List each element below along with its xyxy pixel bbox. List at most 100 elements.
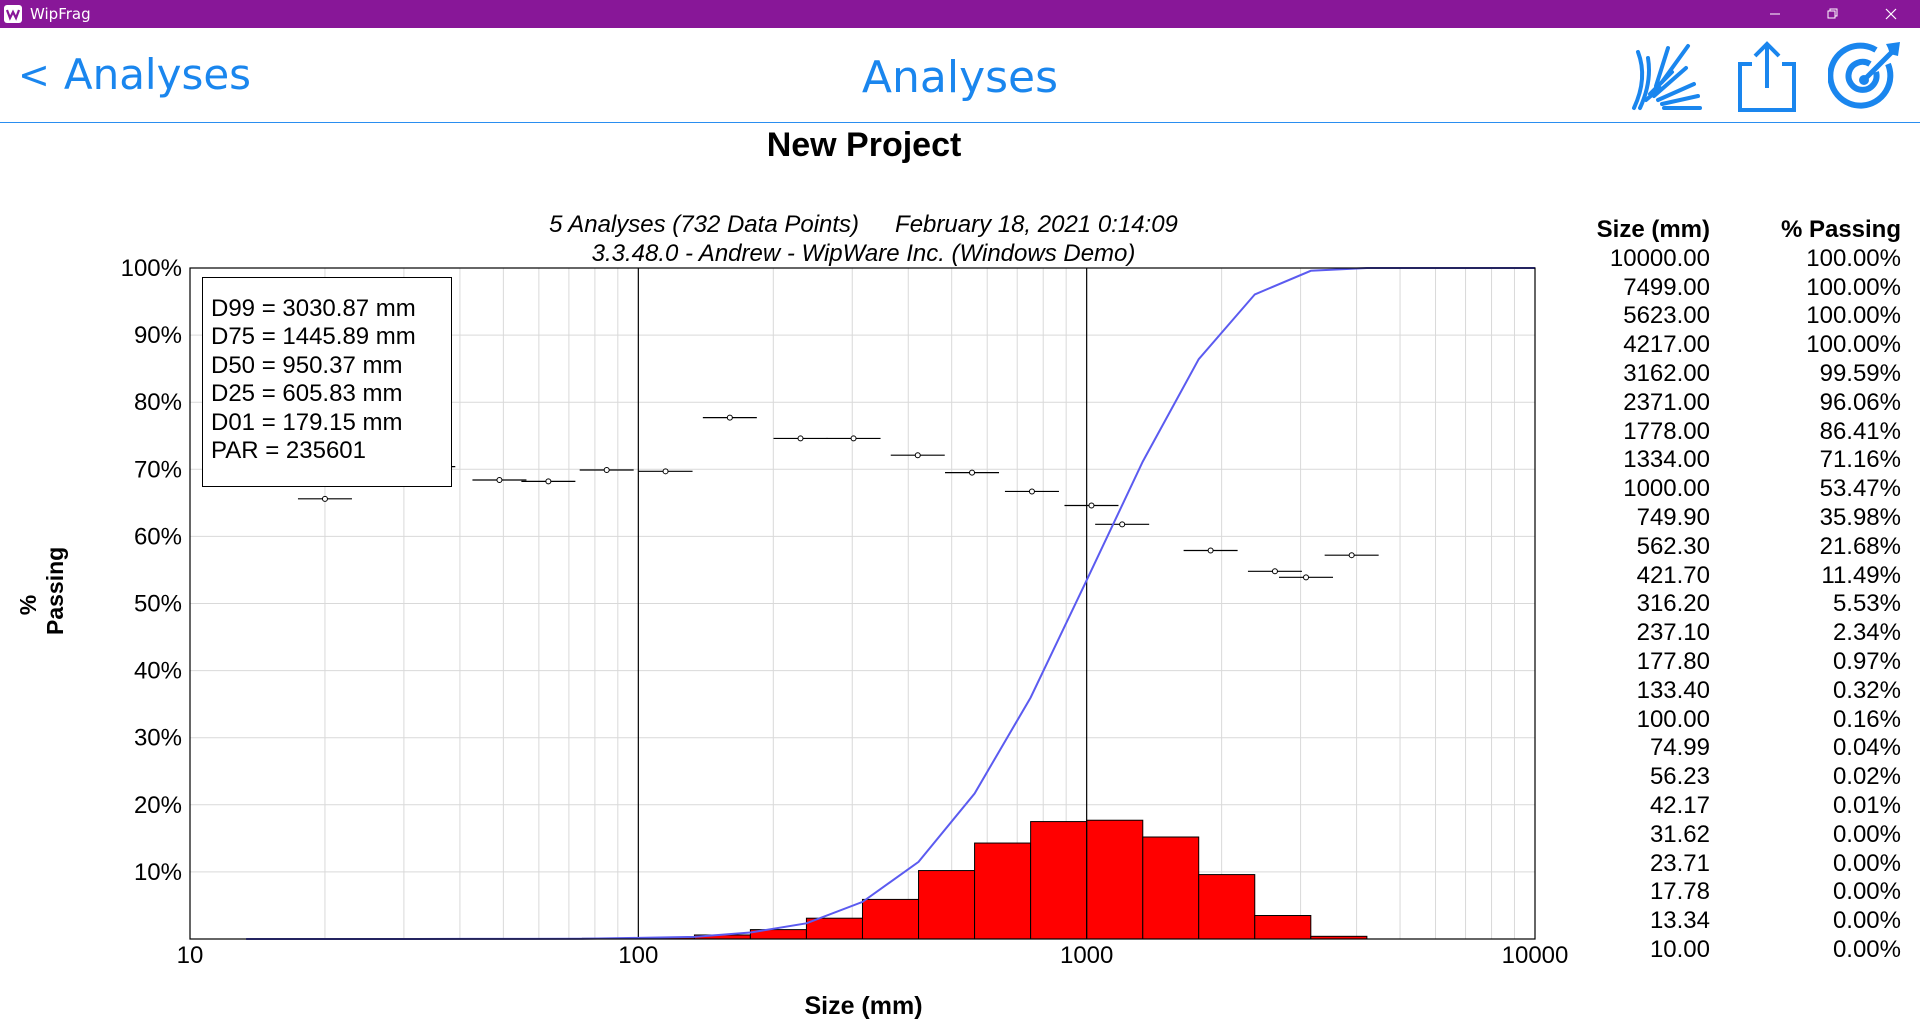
cell-size: 31.62 bbox=[1649, 820, 1710, 848]
histogram-bar bbox=[805, 917, 863, 940]
table-row: 10.00 0.00% bbox=[1585, 936, 1905, 965]
cell-size: 562.30 bbox=[1636, 532, 1710, 560]
table-row: 237.10 2.34% bbox=[1585, 619, 1905, 648]
trend-point bbox=[1348, 552, 1355, 559]
cell-size: 4217.00 bbox=[1623, 331, 1710, 359]
table-row: 100.00 0.16% bbox=[1585, 706, 1905, 735]
cell-passing: 100.00% bbox=[1806, 331, 1901, 359]
cell-passing: 0.97% bbox=[1832, 647, 1901, 675]
cell-passing: 71.16% bbox=[1819, 446, 1901, 474]
analyses-count: 5 Analyses (732 Data Points) bbox=[549, 211, 860, 238]
trend-point bbox=[1088, 502, 1095, 509]
chart-title: New Project bbox=[766, 126, 962, 164]
cell-size: 74.99 bbox=[1649, 734, 1710, 762]
table-row: 31.62 0.00% bbox=[1585, 821, 1905, 850]
cell-size: 23.71 bbox=[1649, 849, 1710, 877]
cell-passing: 11.49% bbox=[1821, 561, 1901, 589]
chevron-left-icon: < bbox=[18, 52, 50, 97]
y-tick-label: 60% bbox=[134, 523, 182, 550]
cell-passing: 0.02% bbox=[1832, 763, 1901, 791]
table-row: 2371.00 96.06% bbox=[1585, 389, 1905, 418]
stat-d50: D50 = 950.37 mm bbox=[211, 351, 403, 379]
cell-size: 56.23 bbox=[1649, 763, 1710, 791]
size-distribution-chart: 10% 20% 30% 40% 50% 60% 70% 80% 90% 100% 10 100 1000… bbox=[121, 255, 1569, 969]
cell-passing: 0.00% bbox=[1832, 849, 1901, 877]
histogram-bar bbox=[918, 870, 976, 940]
y-tick-label: 30% bbox=[134, 725, 182, 752]
cell-passing: 0.04% bbox=[1832, 734, 1901, 762]
trend-point bbox=[850, 435, 857, 442]
cell-size: 7499.00 bbox=[1623, 273, 1710, 301]
minimize-icon bbox=[1770, 13, 1780, 15]
column-header-size: Size (mm) bbox=[1596, 216, 1710, 243]
cell-size: 1778.00 bbox=[1623, 417, 1710, 445]
stat-par: PAR = 235601 bbox=[211, 437, 367, 465]
table-row: 1334.00 71.16% bbox=[1585, 446, 1905, 475]
table-row: 23.71 0.00% bbox=[1585, 850, 1905, 879]
plot-frame bbox=[189, 267, 1536, 940]
histogram-bar bbox=[974, 842, 1032, 940]
stat-d25: D25 = 605.83 mm bbox=[211, 380, 403, 408]
trend-point bbox=[969, 469, 976, 476]
share-icon[interactable] bbox=[1728, 38, 1806, 116]
close-button[interactable] bbox=[1862, 0, 1920, 28]
table-row: 1778.00 86.41% bbox=[1585, 418, 1905, 447]
table-header: Size (mm) % Passing bbox=[1585, 216, 1905, 245]
analysis-date: February 18, 2021 0:14:09 bbox=[895, 211, 1178, 238]
cell-size: 1000.00 bbox=[1623, 475, 1710, 503]
cell-size: 749.90 bbox=[1636, 503, 1710, 531]
trend-point bbox=[662, 468, 669, 475]
minimize-button[interactable] bbox=[1746, 0, 1804, 28]
table-row: 562.30 21.68% bbox=[1585, 533, 1905, 562]
cell-size: 10.00 bbox=[1649, 935, 1710, 963]
cell-passing: 0.00% bbox=[1832, 907, 1901, 935]
cell-passing: 0.00% bbox=[1832, 820, 1901, 848]
cell-size: 177.80 bbox=[1636, 647, 1710, 675]
column-header-passing: % Passing bbox=[1780, 216, 1901, 243]
trend-point bbox=[603, 466, 610, 473]
cell-passing: 0.00% bbox=[1832, 878, 1901, 906]
cell-passing: 100.00% bbox=[1806, 273, 1901, 301]
table-row: 4217.00 100.00% bbox=[1585, 331, 1905, 360]
cell-size: 2371.00 bbox=[1623, 388, 1710, 416]
restore-icon bbox=[1827, 8, 1838, 19]
histogram-bar bbox=[1030, 821, 1088, 940]
histogram-bar bbox=[1254, 915, 1312, 940]
chart-subtitle-line2: 3.3.48.0 - Andrew - WipWare Inc. (Window… bbox=[591, 240, 1136, 267]
back-button[interactable]: < Analyses bbox=[18, 50, 251, 99]
blast-icon[interactable] bbox=[1628, 38, 1706, 116]
trend-point bbox=[914, 452, 921, 459]
y-tick-label: 40% bbox=[134, 658, 182, 685]
app-title: WipFrag bbox=[30, 5, 91, 23]
trend-point bbox=[1207, 547, 1214, 554]
cell-size: 10000.00 bbox=[1609, 244, 1710, 272]
stat-d01: D01 = 179.15 mm bbox=[211, 408, 403, 436]
close-icon bbox=[1885, 8, 1897, 20]
cell-passing: 0.32% bbox=[1832, 676, 1901, 704]
table-row: 421.70 11.49% bbox=[1585, 562, 1905, 591]
cell-passing: 96.06% bbox=[1819, 388, 1901, 416]
trend-point bbox=[496, 477, 503, 484]
y-tick-label: 50% bbox=[134, 591, 182, 618]
y-tick-label: 100% bbox=[121, 255, 182, 282]
restore-button[interactable] bbox=[1804, 0, 1862, 28]
target-icon[interactable] bbox=[1827, 38, 1906, 116]
trend-point bbox=[1119, 521, 1126, 528]
y-tick-label: 70% bbox=[134, 456, 182, 483]
table-row: 5623.00 100.00% bbox=[1585, 302, 1905, 331]
x-tick-label: 10000 bbox=[1502, 942, 1569, 969]
table-row: 316.20 5.53% bbox=[1585, 590, 1905, 619]
histogram-bar bbox=[1142, 836, 1200, 940]
cell-size: 133.40 bbox=[1636, 676, 1710, 704]
y-tick-label: 10% bbox=[134, 859, 182, 886]
y-tick-label: 90% bbox=[134, 322, 182, 349]
app-logo-icon bbox=[4, 5, 22, 23]
y-tick-label: 20% bbox=[134, 792, 182, 819]
cell-passing: 0.16% bbox=[1832, 705, 1901, 733]
cell-size: 1334.00 bbox=[1623, 446, 1710, 474]
back-label: Analyses bbox=[63, 50, 252, 99]
table-row: 177.80 0.97% bbox=[1585, 648, 1905, 677]
x-tick-label: 100 bbox=[618, 942, 658, 969]
cell-size: 237.10 bbox=[1636, 619, 1710, 647]
trend-point bbox=[1271, 568, 1278, 575]
